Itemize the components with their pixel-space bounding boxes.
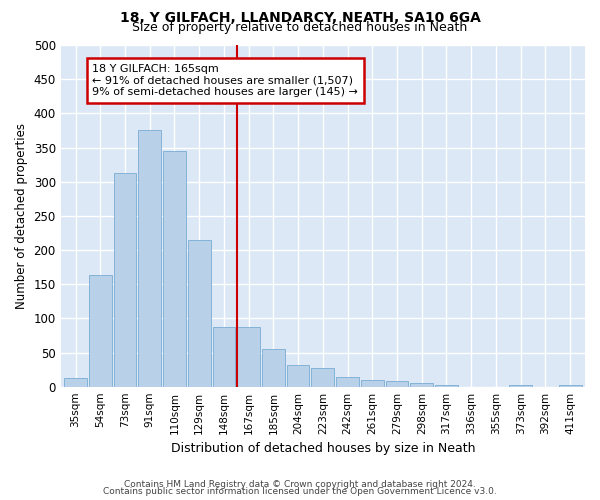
Bar <box>435 384 458 386</box>
Y-axis label: Number of detached properties: Number of detached properties <box>15 123 28 309</box>
Bar <box>386 381 409 386</box>
Bar <box>139 130 161 386</box>
Text: Contains HM Land Registry data © Crown copyright and database right 2024.: Contains HM Land Registry data © Crown c… <box>124 480 476 489</box>
Text: 18, Y GILFACH, LLANDARCY, NEATH, SA10 6GA: 18, Y GILFACH, LLANDARCY, NEATH, SA10 6G… <box>119 11 481 25</box>
Bar <box>410 384 433 386</box>
Text: Size of property relative to detached houses in Neath: Size of property relative to detached ho… <box>133 22 467 35</box>
Bar <box>336 377 359 386</box>
Bar <box>311 368 334 386</box>
Bar <box>64 378 87 386</box>
X-axis label: Distribution of detached houses by size in Neath: Distribution of detached houses by size … <box>170 442 475 455</box>
Bar <box>89 276 112 386</box>
Bar <box>212 326 235 386</box>
Bar <box>113 174 136 386</box>
Bar <box>262 349 285 387</box>
Bar <box>163 151 186 386</box>
Text: Contains public sector information licensed under the Open Government Licence v3: Contains public sector information licen… <box>103 487 497 496</box>
Bar <box>287 365 310 386</box>
Bar <box>188 240 211 386</box>
Bar <box>237 326 260 386</box>
Bar <box>361 380 383 386</box>
Text: 18 Y GILFACH: 165sqm
← 91% of detached houses are smaller (1,507)
9% of semi-det: 18 Y GILFACH: 165sqm ← 91% of detached h… <box>92 64 358 97</box>
